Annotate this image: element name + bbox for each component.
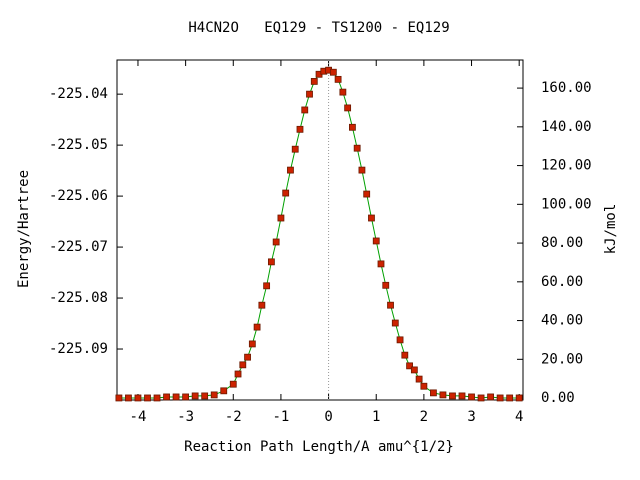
point	[201, 392, 209, 400]
point	[477, 394, 485, 402]
y-tick-label: -225.04	[49, 86, 108, 102]
point	[258, 301, 266, 309]
y2-axis-label: kJ/mol	[603, 204, 619, 255]
point	[334, 75, 342, 83]
point	[263, 282, 271, 290]
point	[301, 106, 309, 114]
x-tick-label: -1	[272, 409, 289, 425]
point	[296, 125, 304, 133]
point	[248, 340, 256, 348]
point	[410, 366, 418, 374]
point	[291, 145, 299, 153]
point	[401, 351, 409, 359]
point	[468, 393, 475, 401]
point	[458, 392, 466, 400]
point	[382, 281, 390, 289]
x-tick-label: -4	[130, 409, 147, 425]
point	[191, 392, 199, 400]
point	[210, 391, 218, 399]
x-axis-label: Reaction Path Length/A amu^{1/2}	[184, 439, 454, 455]
y2-tick-label: 20.00	[541, 351, 583, 367]
y2-tick-label: 60.00	[541, 274, 583, 290]
point	[496, 394, 504, 402]
point	[506, 394, 514, 402]
point	[420, 382, 428, 390]
point	[287, 166, 294, 174]
point	[415, 375, 423, 383]
point	[406, 362, 413, 370]
point	[234, 370, 242, 378]
y2-tick-label: 0.00	[541, 390, 575, 406]
point	[272, 238, 280, 246]
y-tick-label: -225.07	[49, 239, 108, 255]
point	[439, 391, 447, 399]
x-tick-label: 4	[515, 409, 523, 425]
point	[306, 90, 313, 98]
point	[449, 392, 456, 400]
point	[353, 144, 361, 152]
y2-tick-label: 160.00	[541, 80, 592, 96]
y2-tick-label: 100.00	[541, 196, 592, 212]
point	[134, 394, 142, 402]
point	[253, 323, 261, 331]
y-axis-label: Energy/Hartree	[16, 170, 32, 288]
point	[115, 394, 123, 402]
y-tick-label: -225.08	[49, 290, 108, 306]
point	[430, 389, 437, 397]
plot-frame	[116, 59, 524, 401]
point	[229, 380, 237, 388]
y-tick-label: -225.05	[49, 137, 108, 153]
y2-tick-label: 140.00	[541, 119, 592, 135]
point	[515, 394, 523, 402]
x-tick-label: 3	[467, 409, 475, 425]
point	[244, 353, 251, 361]
y-tick-label: -225.09	[49, 341, 108, 357]
point	[372, 237, 380, 245]
point	[125, 394, 132, 402]
x-tick-label: -3	[177, 409, 194, 425]
y2-tick-label: 40.00	[541, 313, 583, 329]
point	[163, 393, 170, 401]
point	[310, 78, 318, 85]
x-tick-label: -2	[225, 409, 242, 425]
point	[368, 214, 375, 222]
point	[282, 189, 290, 197]
point	[387, 301, 394, 309]
y-tick-label: -225.06	[49, 188, 108, 204]
chart-title: H4CN2O EQ129 - TS1200 - EQ129	[188, 20, 449, 36]
point	[377, 260, 385, 268]
point	[396, 336, 404, 344]
point	[239, 361, 247, 369]
x-tick-label: 2	[420, 409, 428, 425]
point	[344, 104, 352, 112]
point	[339, 88, 347, 96]
point	[358, 166, 366, 174]
y2-tick-label: 120.00	[541, 158, 592, 174]
x-tick-label: 0	[324, 409, 332, 425]
point	[153, 394, 161, 402]
point	[220, 387, 228, 395]
point	[487, 393, 494, 401]
point	[182, 393, 190, 401]
point	[144, 394, 151, 402]
point	[391, 319, 399, 327]
point	[267, 258, 275, 266]
x-tick-label: 1	[372, 409, 380, 425]
point	[349, 123, 356, 131]
y2-tick-label: 80.00	[541, 235, 583, 251]
point	[172, 393, 180, 401]
point	[363, 190, 371, 198]
point	[329, 68, 337, 76]
point	[277, 214, 285, 222]
